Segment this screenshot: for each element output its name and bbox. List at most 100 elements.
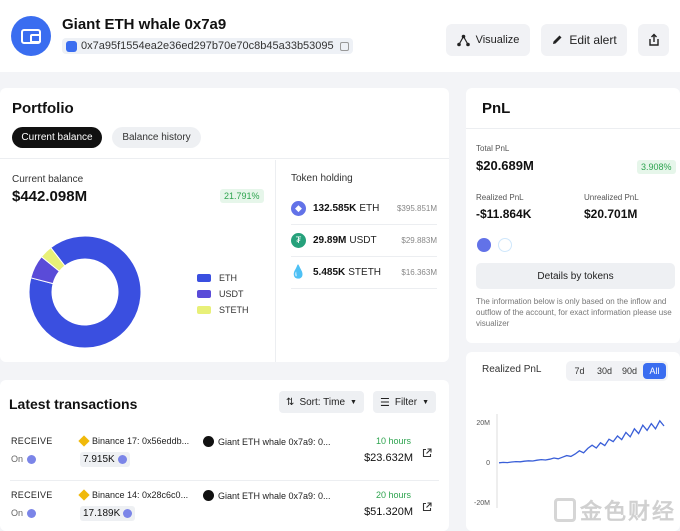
chevron-down-icon: ▼ — [350, 398, 357, 406]
visualize-button[interactable]: Visualize — [446, 24, 530, 56]
tab-all[interactable]: All — [643, 363, 666, 379]
tx-amount: 17.189K — [80, 506, 136, 521]
eth-icon — [27, 508, 37, 518]
divider — [466, 128, 680, 129]
tx-to-label: Giant ETH whale 0x7a9: 0... — [218, 490, 331, 501]
y-tick-label: -20M — [474, 500, 490, 507]
external-link-icon[interactable] — [422, 502, 432, 512]
tab-30d[interactable]: 30d — [596, 366, 613, 376]
steth-icon: 💧 — [290, 264, 307, 280]
copy-icon[interactable] — [339, 41, 349, 51]
token-row-eth[interactable]: ◆ 132.585K ETH $395.851M — [291, 197, 437, 219]
token-value: $395.851M — [396, 203, 437, 213]
tx-amount: 7.915K — [80, 452, 130, 467]
unrealized-pnl-value: $20.701M — [584, 207, 638, 221]
token-amount: 29.89M — [313, 234, 347, 246]
legend-swatch-usdt — [197, 290, 211, 298]
watermark-text: 金色财经 — [580, 499, 677, 524]
tab-7d[interactable]: 7d — [574, 366, 585, 376]
pnl-card: PnL Total PnL $20.689M 3.908% Realized P… — [466, 88, 680, 343]
divider — [0, 158, 449, 159]
legend-swatch-eth — [197, 274, 211, 282]
share-icon — [648, 33, 659, 46]
eth-icon — [27, 454, 37, 464]
watermark-logo-icon — [554, 498, 576, 522]
tx-chain: On — [11, 454, 37, 464]
divider — [291, 288, 437, 289]
chart-legend: ETH USDT STETH — [197, 270, 249, 318]
tx-usd-value: $51.320M — [364, 506, 413, 518]
realized-pnl-series-line[interactable] — [498, 419, 665, 464]
portfolio-title: Portfolio — [12, 100, 74, 117]
external-link-icon[interactable] — [422, 448, 432, 458]
legend-item-usdt: USDT — [197, 286, 249, 302]
edit-alert-label: Edit alert — [569, 33, 617, 47]
watermark: 金色财经 — [554, 494, 676, 526]
filter-label: Filter — [394, 396, 418, 408]
legend-item-steth: STETH — [197, 302, 249, 318]
token-symbol: STETH — [348, 266, 382, 278]
tx-chain: On — [11, 508, 37, 518]
transaction-row[interactable]: RECEIVE On Binance 17: 0x56eddb... 7.915… — [0, 433, 449, 477]
current-balance-value: $442.098M — [12, 188, 88, 205]
transaction-row[interactable]: RECEIVE On Binance 14: 0x28c6c0... 17.18… — [0, 487, 449, 531]
range-tabs: 7d 30d 90d All — [566, 361, 668, 381]
token-amount: 132.585K — [313, 202, 357, 214]
y-tick-label: 0 — [486, 460, 490, 467]
tx-to-label: Giant ETH whale 0x7a9: 0... — [218, 436, 331, 447]
token-row-steth[interactable]: 💧 5.485K STETH $16.363M — [290, 261, 437, 283]
tx-from-label: Binance 17: 0x56eddb... — [92, 436, 190, 446]
tab-current-balance[interactable]: Current balance — [12, 127, 102, 148]
tx-from[interactable]: Binance 14: 0x28c6c0... — [78, 489, 189, 501]
token-row-usdt[interactable]: ₮ 29.89M USDT $29.883M — [291, 229, 437, 251]
chevron-down-icon: ▼ — [422, 398, 430, 406]
tx-on-label: On — [11, 508, 24, 518]
legend-swatch-steth — [197, 306, 211, 314]
wallet-icon — [21, 28, 41, 44]
tx-type: RECEIVE — [11, 490, 53, 500]
transactions-card: Latest transactions ⇅ Sort: Time ▼ ☰ Fil… — [0, 380, 449, 531]
tab-balance-history[interactable]: Balance history — [112, 127, 201, 148]
tx-usd-value: $23.632M — [364, 452, 413, 464]
tx-amount-value: 17.189K — [83, 508, 121, 519]
realized-pnl-chart-title: Realized PnL — [482, 364, 542, 375]
usdt-icon: ₮ — [291, 232, 306, 248]
tx-from-label: Binance 14: 0x28c6c0... — [92, 490, 189, 500]
edit-alert-button[interactable]: Edit alert — [541, 24, 627, 56]
eth-icon[interactable] — [477, 238, 491, 252]
realized-pnl-line-chart: 20M 0 -20M — [474, 414, 665, 508]
total-pnl-label: Total PnL — [476, 144, 510, 153]
realized-pnl-value: -$11.864K — [476, 207, 532, 221]
binance-icon — [78, 435, 90, 447]
eth-icon — [117, 455, 127, 464]
sort-button[interactable]: ⇅ Sort: Time ▼ — [279, 391, 364, 413]
tab-90d[interactable]: 90d — [621, 366, 638, 376]
sort-label: Sort: Time — [299, 396, 346, 408]
token-amount: 5.485K — [313, 266, 346, 278]
pie-slice-steth[interactable] — [40, 246, 66, 272]
legend-label: STETH — [219, 305, 249, 315]
token-symbol: USDT — [349, 234, 377, 246]
page-header: Giant ETH whale 0x7a9 0x7a95f1554ea2e36e… — [0, 0, 680, 72]
tx-from[interactable]: Binance 17: 0x56eddb... — [78, 435, 190, 447]
address-row: 0x7a95f1554ea2e36ed297b70e70c8b45a33b530… — [62, 38, 353, 54]
details-by-tokens-button[interactable]: Details by tokens — [476, 263, 675, 289]
tx-to[interactable]: Giant ETH whale 0x7a9: 0... — [203, 436, 331, 447]
eth-icon: ◆ — [291, 200, 306, 216]
wallet-avatar — [11, 16, 51, 56]
tx-time: 10 hours — [375, 436, 411, 446]
pie-slice-eth[interactable] — [28, 235, 142, 349]
wallet-address: 0x7a95f1554ea2e36ed297b70e70c8b45a33b530… — [81, 40, 334, 52]
pnl-title: PnL — [482, 100, 511, 117]
steth-icon[interactable] — [498, 238, 512, 252]
divider — [291, 224, 437, 225]
y-tick-label: 20M — [476, 420, 490, 427]
token-holding-label: Token holding — [291, 173, 353, 184]
tx-to[interactable]: Giant ETH whale 0x7a9: 0... — [203, 490, 331, 501]
legend-label: USDT — [219, 289, 244, 299]
balance-change-badge: 21.791% — [220, 189, 264, 203]
transactions-title: Latest transactions — [9, 396, 138, 412]
whale-icon — [203, 490, 214, 501]
filter-button[interactable]: ☰ Filter ▼ — [373, 391, 436, 413]
share-button[interactable] — [638, 24, 669, 56]
